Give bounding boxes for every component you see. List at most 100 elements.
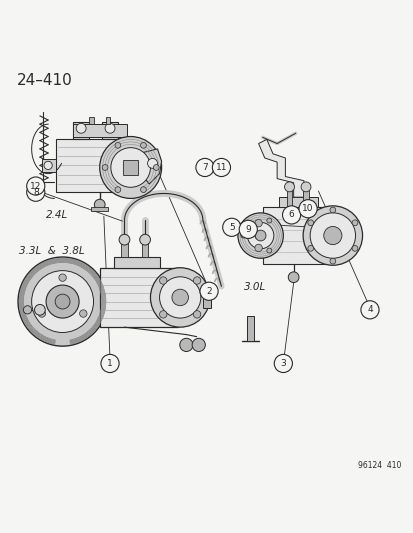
Circle shape (307, 246, 313, 251)
Bar (102, 122, 118, 139)
Circle shape (159, 311, 166, 318)
Circle shape (147, 158, 157, 168)
Circle shape (195, 158, 214, 176)
Text: 2: 2 (206, 287, 211, 296)
Circle shape (159, 277, 166, 284)
Circle shape (323, 227, 341, 245)
Circle shape (222, 218, 240, 236)
Bar (262, 207, 330, 264)
Circle shape (266, 218, 271, 223)
Bar (89, 117, 93, 124)
Circle shape (101, 354, 119, 373)
Circle shape (254, 232, 262, 239)
Text: 3.3L  &  3.8L: 3.3L & 3.8L (19, 246, 85, 256)
Text: 10: 10 (301, 204, 313, 213)
Circle shape (254, 220, 262, 227)
Circle shape (284, 182, 294, 192)
Circle shape (212, 158, 230, 176)
Text: 1: 1 (107, 359, 113, 368)
Polygon shape (114, 257, 159, 268)
Bar (302, 189, 308, 207)
Bar (142, 242, 148, 257)
Circle shape (59, 274, 66, 281)
Circle shape (199, 282, 218, 300)
Text: 3.0L: 3.0L (244, 282, 266, 292)
Circle shape (79, 310, 87, 317)
Text: 8: 8 (33, 188, 38, 197)
Polygon shape (141, 149, 161, 184)
Circle shape (192, 338, 205, 351)
Polygon shape (278, 197, 318, 207)
Circle shape (309, 213, 355, 259)
Text: 96124  410: 96124 410 (357, 461, 400, 470)
Circle shape (287, 272, 298, 282)
Circle shape (140, 187, 146, 192)
Circle shape (18, 257, 107, 346)
Circle shape (193, 311, 200, 318)
Circle shape (351, 246, 357, 251)
Circle shape (34, 304, 45, 315)
Bar (247, 316, 253, 341)
Circle shape (247, 222, 273, 249)
Polygon shape (42, 159, 56, 172)
Circle shape (105, 123, 115, 133)
Circle shape (179, 338, 192, 351)
Circle shape (237, 213, 282, 259)
Circle shape (102, 165, 108, 171)
Circle shape (254, 244, 262, 252)
Circle shape (282, 206, 300, 224)
Polygon shape (73, 124, 126, 136)
Circle shape (171, 289, 188, 306)
Bar (73, 122, 89, 139)
Circle shape (76, 123, 86, 133)
Circle shape (94, 199, 105, 210)
Text: 5: 5 (228, 223, 234, 232)
Text: 7: 7 (202, 163, 207, 172)
Circle shape (302, 206, 362, 265)
Circle shape (193, 277, 200, 284)
Text: 9: 9 (245, 225, 251, 234)
Circle shape (55, 294, 70, 309)
Circle shape (255, 230, 266, 241)
Text: 11: 11 (215, 163, 227, 172)
Bar (286, 189, 292, 207)
Bar (202, 291, 211, 308)
Circle shape (159, 277, 200, 318)
Circle shape (100, 136, 161, 198)
Bar (91, 207, 108, 211)
Circle shape (329, 259, 335, 264)
Text: 4: 4 (366, 305, 372, 314)
Circle shape (240, 233, 245, 238)
Circle shape (140, 235, 150, 245)
Text: 6: 6 (288, 211, 294, 220)
Circle shape (266, 248, 271, 253)
Circle shape (300, 182, 310, 192)
Circle shape (111, 148, 150, 187)
Circle shape (150, 268, 209, 327)
Bar (100, 268, 178, 327)
Circle shape (153, 165, 159, 171)
Circle shape (26, 183, 45, 201)
Polygon shape (123, 160, 138, 175)
Circle shape (31, 271, 93, 333)
Circle shape (329, 207, 335, 213)
Circle shape (140, 142, 146, 148)
Circle shape (360, 301, 378, 319)
Text: 2.4L: 2.4L (46, 210, 68, 220)
Bar (106, 117, 110, 124)
Circle shape (46, 285, 79, 318)
Circle shape (115, 142, 121, 148)
Circle shape (115, 187, 121, 192)
Circle shape (23, 306, 31, 314)
Circle shape (351, 220, 357, 225)
Bar (56, 139, 141, 192)
Circle shape (38, 310, 45, 317)
Bar (121, 242, 128, 257)
Circle shape (273, 354, 292, 373)
Circle shape (119, 235, 130, 245)
Text: 12: 12 (30, 182, 41, 190)
Polygon shape (258, 140, 303, 197)
Text: 3: 3 (280, 359, 285, 368)
Text: 24–410: 24–410 (17, 74, 73, 88)
Circle shape (44, 161, 52, 169)
